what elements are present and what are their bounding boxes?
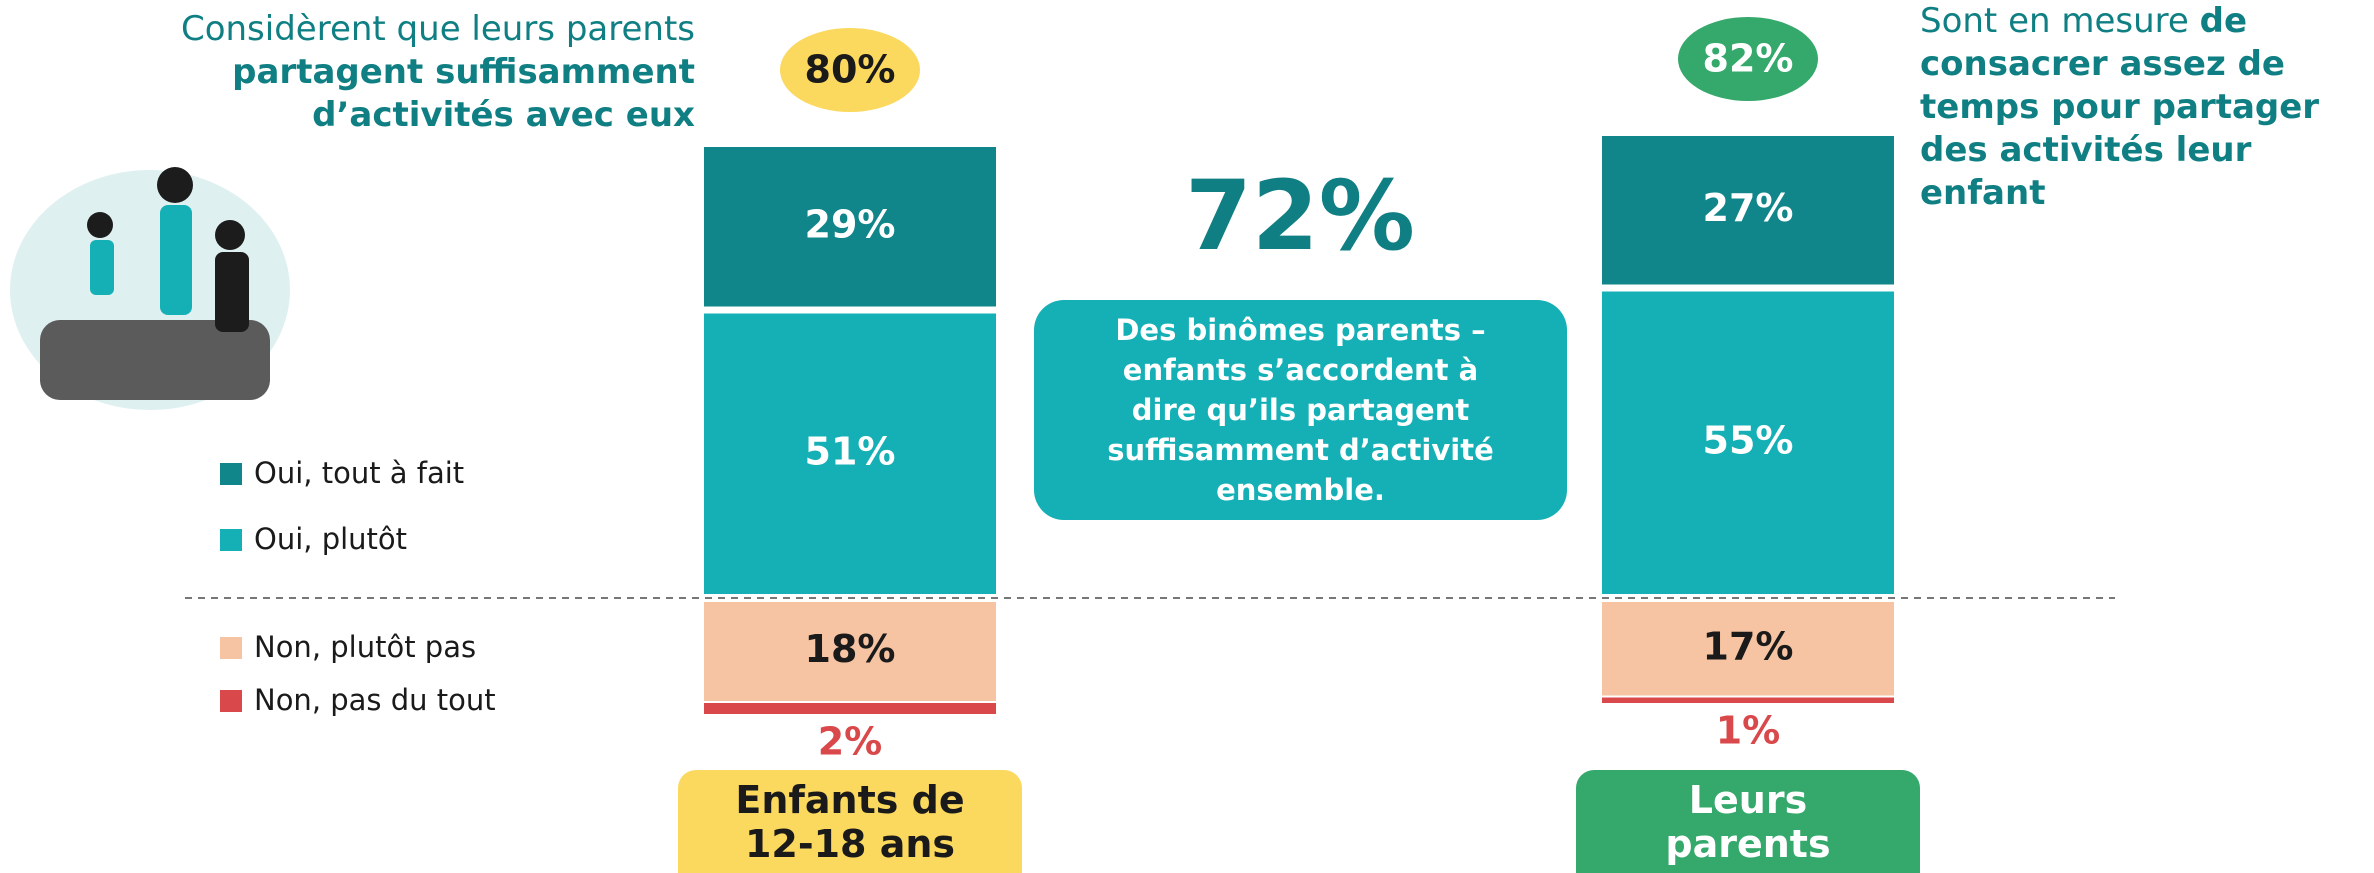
bar-segment [1602, 697, 1894, 703]
highlight-value: 72% [1185, 160, 1415, 272]
category-label: Leurs parents [1576, 770, 1920, 873]
bar-segment [1602, 291, 1894, 594]
total-label: 82% [1703, 37, 1794, 81]
annotation-text: Sont en mesure [1920, 1, 2189, 41]
annotation-bold: partagent suffisamment d’activités avec … [232, 52, 695, 135]
bar-segment [704, 602, 996, 701]
legend-label: Non, plutôt pas [254, 630, 476, 664]
legend-swatch [220, 463, 242, 485]
bar-segment [704, 313, 996, 594]
annotation-bold: de consacrer assez de temps pour partage… [1920, 1, 2320, 213]
left-annotation: Considèrent que leurs parents partagent … [180, 8, 695, 137]
value-label: 18% [805, 627, 896, 671]
value-label: 2% [818, 720, 883, 764]
legend-swatch [220, 690, 242, 712]
bar-segment [1602, 136, 1894, 285]
annotation-text: Considèrent que leurs parents [180, 9, 695, 49]
legend-swatch [220, 637, 242, 659]
value-label: 51% [805, 429, 896, 473]
legend-label: Oui, plutôt [254, 522, 407, 556]
value-label: 27% [1703, 186, 1794, 230]
legend-label: Non, pas du tout [254, 683, 496, 717]
value-label: 29% [805, 202, 896, 246]
bar-segment [1602, 602, 1894, 696]
category-label: Enfants de 12-18 ans [678, 770, 1022, 873]
total-bubble [780, 28, 920, 112]
legend-label: Oui, tout à fait [254, 456, 464, 490]
highlight-box: Des binômes parents – enfants s’accorden… [1034, 300, 1567, 520]
illustration [10, 167, 290, 410]
total-bubble [1678, 17, 1818, 101]
highlight-text: Des binômes parents – enfants s’accorden… [1107, 313, 1494, 507]
right-annotation: Sont en mesure de consacrer assez de tem… [1920, 0, 2360, 215]
bar-segment [704, 147, 996, 307]
value-label: 1% [1716, 709, 1781, 753]
bar-segment [704, 703, 996, 714]
value-label: 17% [1703, 624, 1794, 668]
total-label: 80% [805, 48, 896, 92]
value-label: 55% [1703, 418, 1794, 462]
legend-swatch [220, 529, 242, 551]
